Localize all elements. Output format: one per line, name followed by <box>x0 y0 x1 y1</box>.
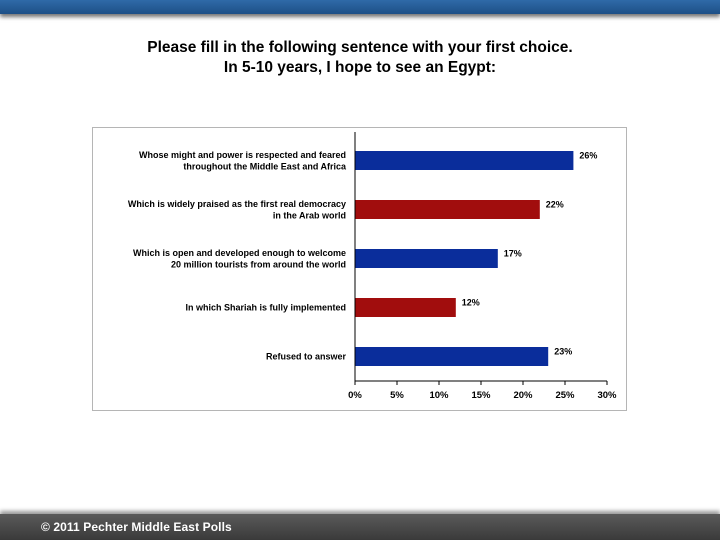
bar-chart: 26% Whose might and power is respected an… <box>128 132 617 401</box>
x-tick-label: 15% <box>471 390 491 401</box>
category-label: Which is widely praised as the first rea… <box>128 199 346 209</box>
chart-frame: 26% Whose might and power is respected an… <box>92 127 627 411</box>
x-tick-label: 10% <box>429 390 449 401</box>
x-tick-label: 0% <box>348 390 362 401</box>
bar <box>355 347 549 366</box>
category-label: In which Shariah is fully implemented <box>185 303 346 313</box>
category-label: in the Arab world <box>273 210 346 220</box>
x-tick-label: 20% <box>513 390 533 401</box>
category-label: Which is open and developed enough to we… <box>133 248 346 258</box>
bar <box>355 151 574 170</box>
x-tick-label: 25% <box>555 390 575 401</box>
data-label: 26% <box>579 151 597 161</box>
top-banner <box>0 0 720 14</box>
data-label: 17% <box>504 249 522 259</box>
page-title: Please fill in the following sentence wi… <box>0 38 720 78</box>
category-label: Whose might and power is respected and f… <box>139 150 346 160</box>
x-tick-label: 5% <box>390 390 404 401</box>
bar <box>355 249 498 268</box>
category-label: 20 million tourists from around the worl… <box>171 259 346 269</box>
category-label: Refused to answer <box>266 352 347 362</box>
category-label: throughout the Middle East and Africa <box>183 161 347 171</box>
data-label: 23% <box>554 347 572 357</box>
copyright-text: © 2011 Pechter Middle East Polls <box>41 520 232 534</box>
bar <box>355 200 540 219</box>
footer-bar: © 2011 Pechter Middle East Polls <box>0 514 720 540</box>
data-label: 12% <box>462 298 480 308</box>
data-label: 22% <box>546 200 564 210</box>
title-line-2: In 5-10 years, I hope to see an Egypt: <box>223 59 497 76</box>
x-tick-label: 30% <box>597 390 617 401</box>
title-line-1: Please fill in the following sentence wi… <box>147 39 573 56</box>
bar <box>355 298 456 317</box>
